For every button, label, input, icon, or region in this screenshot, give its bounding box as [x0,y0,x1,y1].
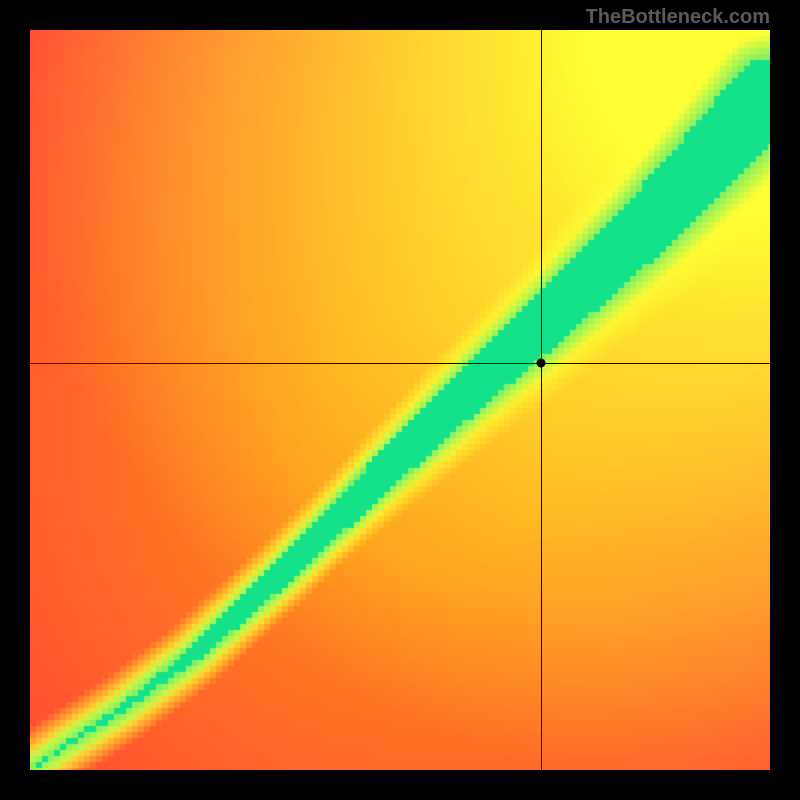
heatmap-canvas [30,30,770,770]
chart-container: TheBottleneck.com [0,0,800,800]
heatmap-plot [30,30,770,770]
watermark-label: TheBottleneck.com [586,6,770,29]
